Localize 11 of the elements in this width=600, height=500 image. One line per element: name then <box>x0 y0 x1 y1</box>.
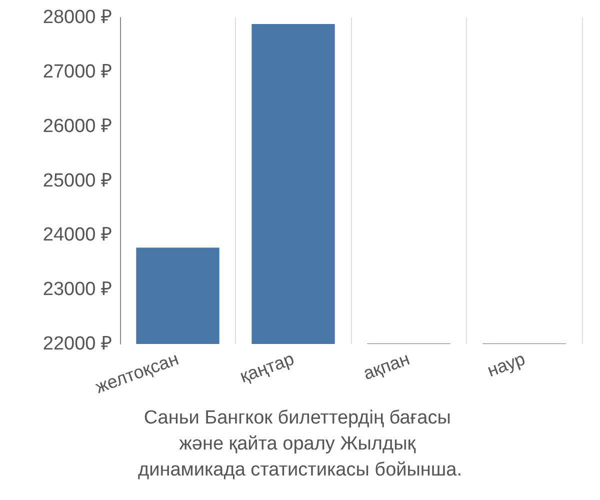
y-tick-label: 26000 ₽ <box>42 116 112 137</box>
y-tick-label: 23000 ₽ <box>42 279 112 300</box>
x-tick-label: қаңтар <box>237 348 297 387</box>
y-tick-label: 28000 ₽ <box>42 7 112 28</box>
y-tick-label: 25000 ₽ <box>42 170 112 192</box>
y-tick-label: 22000 ₽ <box>42 334 112 354</box>
y-tick-label: 24000 ₽ <box>42 224 112 246</box>
y-tick-label: 27000 ₽ <box>42 61 112 82</box>
text: Саньи Бангкок билеттердің бағасы және қайта оралу Жылдық динамикада статистикасы бойынша. <box>138 408 462 480</box>
x-tick-label: наур <box>484 348 528 381</box>
x-tick-label: ақпан <box>360 348 412 384</box>
